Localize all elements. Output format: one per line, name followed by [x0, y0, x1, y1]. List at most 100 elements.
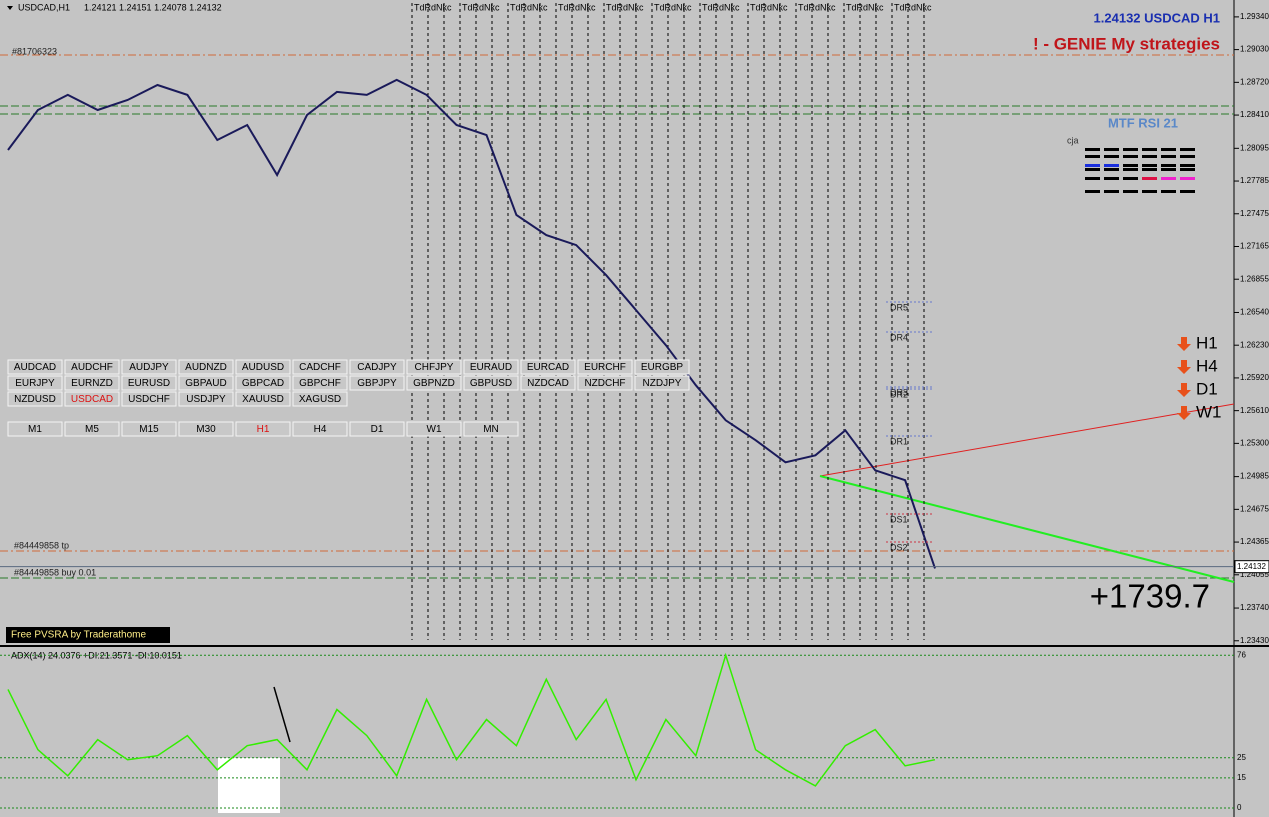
button-label: NZDUSD [14, 394, 56, 405]
button-label: EURUSD [128, 378, 170, 389]
pivot-label: DS2 [890, 542, 908, 552]
button-label: M15 [139, 424, 159, 435]
button-face [7, 359, 63, 375]
y-tick-label: 1.24365 [1240, 537, 1269, 546]
button-face [121, 375, 177, 391]
symbol-button[interactable]: AUDCAD [7, 359, 63, 375]
rsi-cell [1085, 164, 1100, 167]
button-label: AUDCAD [14, 362, 56, 373]
symbol-button[interactable]: AUDJPY [121, 359, 177, 375]
button-label: EURCAD [527, 362, 569, 373]
button-label: M5 [85, 424, 99, 435]
symbol-button[interactable]: GBPAUD [178, 375, 234, 391]
rsi-cell [1142, 148, 1157, 151]
symbol-button[interactable]: EURNZD [64, 375, 120, 391]
profit: +1739.7 [1090, 578, 1210, 615]
mtf-rsi-author: cja [1067, 135, 1079, 145]
down-arrow [1177, 360, 1191, 374]
symbol-button[interactable]: EURJPY [7, 375, 63, 391]
rsi-cell [1161, 168, 1176, 171]
quote-title: 1.24132 USDCAD H1 [1094, 10, 1220, 25]
adx-line [7, 652, 936, 787]
button-face [520, 359, 576, 375]
symbol-button[interactable]: NZDCHF [577, 375, 633, 391]
drawn-line [273, 686, 291, 743]
button-face [406, 375, 462, 391]
button-face [7, 421, 63, 437]
trend-line [819, 475, 1235, 583]
symbol-button[interactable]: CADCHF [292, 359, 348, 375]
symbol-button[interactable]: EURGBP [634, 359, 690, 375]
menu-arrow[interactable] [7, 6, 13, 10]
symbol-button[interactable]: GBPUSD [463, 375, 519, 391]
timeframe-button[interactable]: M5 [64, 421, 120, 437]
symbol-button[interactable]: XAUUSD [235, 391, 291, 407]
symbol-button[interactable]: AUDUSD [235, 359, 291, 375]
timeframe-button[interactable]: W1 [406, 421, 462, 437]
button-face [349, 375, 405, 391]
symbol-button[interactable]: EURAUD [463, 359, 519, 375]
button-face [463, 421, 519, 437]
button-label: H4 [314, 424, 327, 435]
symbol-button[interactable]: AUDNZD [178, 359, 234, 375]
symbol-button[interactable]: NZDJPY [634, 375, 690, 391]
symbol-button[interactable]: GBPCHF [292, 375, 348, 391]
y-tick-label: 1.24985 [1240, 472, 1269, 481]
symbol-button[interactable]: CADJPY [349, 359, 405, 375]
button-face [178, 375, 234, 391]
button-face [406, 421, 462, 437]
button-face [520, 375, 576, 391]
button-label: GBPAUD [185, 378, 227, 389]
y-tick-label: 1.26230 [1240, 340, 1269, 349]
timeframe-button[interactable]: H1 [235, 421, 291, 437]
symbol-button[interactable]: AUDCHF [64, 359, 120, 375]
rsi-cell [1085, 177, 1100, 180]
y-tick-label: 1.25920 [1240, 373, 1269, 382]
timeframe-button[interactable]: M1 [7, 421, 63, 437]
y-tick-label: 1.26540 [1240, 308, 1269, 317]
session-label: TdRdNkc [462, 2, 500, 12]
timeframe-button[interactable]: H4 [292, 421, 348, 437]
price-line [7, 78, 936, 569]
rsi-cell [1180, 155, 1195, 158]
button-label: EURAUD [470, 362, 512, 373]
rsi-cell [1123, 164, 1138, 167]
symbol-button[interactable]: EURCHF [577, 359, 633, 375]
ohlc: 1.24121 1.24151 1.24078 1.24132 [84, 2, 222, 12]
timeframe-button[interactable]: MN [463, 421, 519, 437]
symbol-button[interactable]: USDJPY [178, 391, 234, 407]
y-tick-label: 0 [1237, 803, 1242, 812]
order-label: #84449858 buy 0.01 [14, 567, 96, 577]
symbol-button[interactable]: EURUSD [121, 375, 177, 391]
button-label: GBPCHF [299, 378, 341, 389]
session-label: TdRdNkc [894, 2, 932, 12]
button-face [235, 375, 291, 391]
pivot-label: DR5 [890, 302, 908, 312]
button-label: AUDJPY [129, 362, 169, 373]
timeframe-button[interactable]: M30 [178, 421, 234, 437]
symbol-button[interactable]: GBPNZD [406, 375, 462, 391]
rsi-cell [1104, 177, 1119, 180]
symbol-button[interactable]: GBPJPY [349, 375, 405, 391]
button-face [577, 375, 633, 391]
symbol-button[interactable]: USDCHF [121, 391, 177, 407]
symbol-button[interactable]: NZDCAD [520, 375, 576, 391]
button-label: USDCAD [71, 394, 113, 405]
symbol-title: USDCAD,H1 [18, 2, 70, 12]
button-label: CADJPY [357, 362, 397, 373]
timeframe-button[interactable]: D1 [349, 421, 405, 437]
symbol-button[interactable]: GBPCAD [235, 375, 291, 391]
symbol-button[interactable]: EURCAD [520, 359, 576, 375]
symbol-button[interactable]: USDCAD [64, 391, 120, 407]
symbol-button[interactable]: CHFJPY [406, 359, 462, 375]
y-tick-label: 1.27785 [1240, 176, 1269, 185]
y-tick-label: 1.24675 [1240, 504, 1269, 513]
timeframe-button[interactable]: M15 [121, 421, 177, 437]
button-label: EURNZD [71, 378, 113, 389]
symbol-button[interactable]: NZDUSD [7, 391, 63, 407]
symbol-button[interactable]: XAGUSD [292, 391, 348, 407]
y-tick-label: 1.28410 [1240, 110, 1269, 119]
button-label: AUDNZD [185, 362, 227, 373]
session-label: TdRdNkc [606, 2, 644, 12]
